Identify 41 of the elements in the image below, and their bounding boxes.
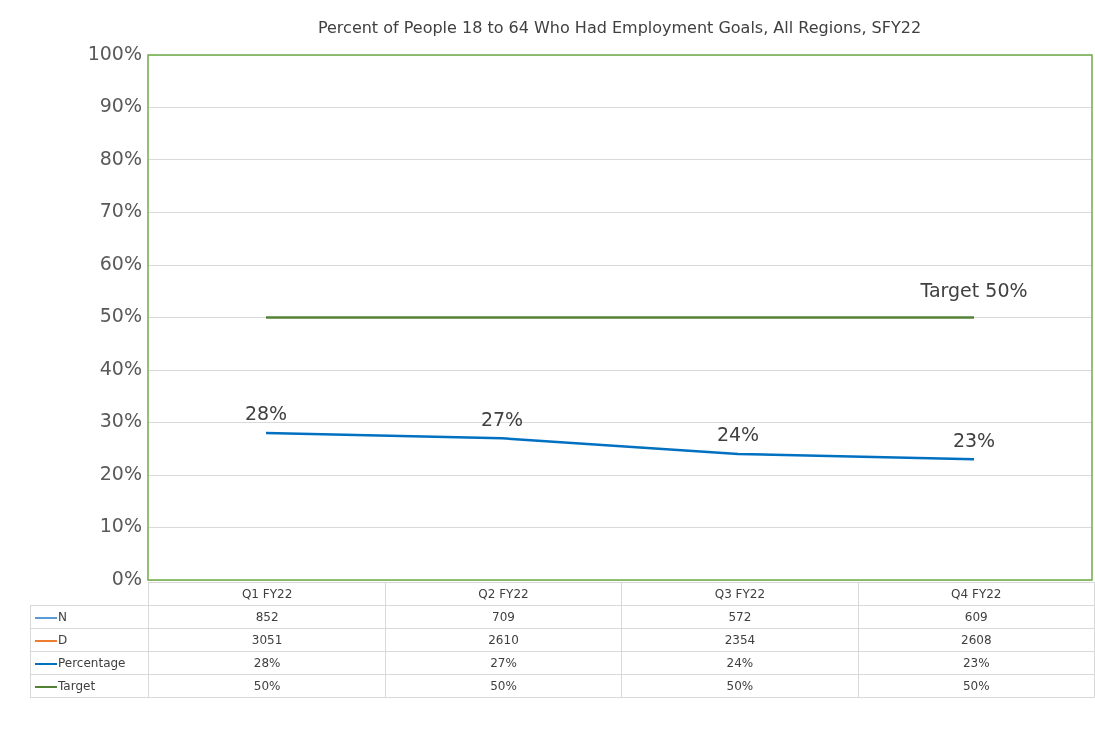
text: 27% <box>480 407 524 430</box>
text: 852 <box>255 610 279 624</box>
y-tick-label: 30% <box>99 409 142 432</box>
legend-label: N <box>30 605 149 629</box>
annotation: Target 50% <box>919 278 1028 301</box>
y-tick-label: 0% <box>111 566 142 589</box>
legend-label: D <box>30 628 149 652</box>
text: 572 <box>728 610 752 624</box>
x-tick-label: Q2 FY22 <box>385 582 622 606</box>
data-label: 50% <box>385 674 622 698</box>
text: 28% <box>244 402 288 425</box>
chart-title: Percent of People 18 to 64 Who Had Employment Goals, All Regions, SFY22 <box>316 18 923 37</box>
text: 2608 <box>961 633 992 647</box>
data-label: 23% <box>858 651 1095 675</box>
x-tick-label: Q1 FY22 <box>148 582 386 606</box>
y-tick-label: 70% <box>99 199 142 222</box>
x-tick-label: Q4 FY22 <box>858 582 1095 606</box>
y-tick-label: 40% <box>99 356 142 379</box>
y-tick-label: 60% <box>99 251 142 274</box>
y-tick-label: 20% <box>99 461 142 484</box>
text: 609 <box>964 610 988 624</box>
text: 2610 <box>488 633 519 647</box>
y-tick-label: 10% <box>99 514 142 537</box>
text: 24% <box>716 423 760 446</box>
legend-label: Percentage <box>30 651 149 675</box>
text: 2354 <box>724 633 756 647</box>
y-tick-label: 100% <box>87 41 142 64</box>
data-label: 24% <box>621 651 859 675</box>
x-tick-label: Q3 FY22 <box>621 582 859 606</box>
data-label: 28% <box>148 651 386 675</box>
data-label: 27% <box>385 651 622 675</box>
text: 23% <box>952 428 996 451</box>
y-tick-label: 50% <box>99 304 142 327</box>
text: 709 <box>492 610 515 624</box>
text: 3051 <box>251 633 283 647</box>
y-tick-label: 80% <box>99 146 142 169</box>
legend-label: Target <box>30 674 149 698</box>
data-label: 50% <box>621 674 859 698</box>
data-label: 50% <box>148 674 386 698</box>
y-tick-label: 90% <box>99 94 142 117</box>
data-label: 50% <box>858 674 1095 698</box>
